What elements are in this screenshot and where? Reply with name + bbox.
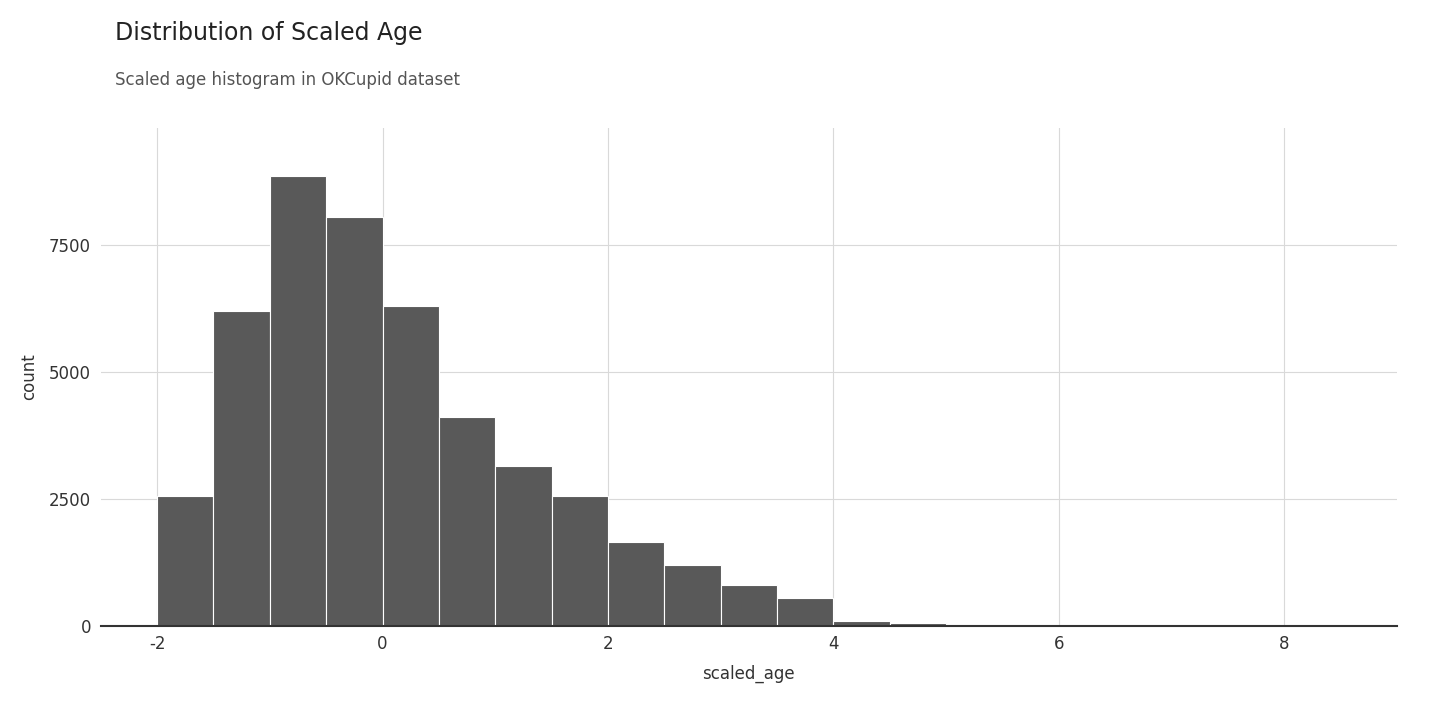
Bar <box>213 311 269 626</box>
Bar <box>778 598 834 626</box>
Bar <box>608 542 664 626</box>
Bar <box>946 625 1002 626</box>
Bar <box>664 565 720 626</box>
Y-axis label: count: count <box>20 353 37 400</box>
Bar <box>269 176 327 626</box>
Text: Scaled age histogram in OKCupid dataset: Scaled age histogram in OKCupid dataset <box>115 71 461 89</box>
Bar <box>439 417 495 626</box>
Bar <box>383 306 439 626</box>
Bar <box>834 621 890 626</box>
Bar <box>890 623 946 626</box>
Bar <box>157 496 213 626</box>
X-axis label: scaled_age: scaled_age <box>703 665 795 683</box>
Bar <box>327 217 383 626</box>
Bar <box>552 496 608 626</box>
Text: Distribution of Scaled Age: Distribution of Scaled Age <box>115 21 423 46</box>
Bar <box>495 466 552 626</box>
Bar <box>720 585 778 626</box>
